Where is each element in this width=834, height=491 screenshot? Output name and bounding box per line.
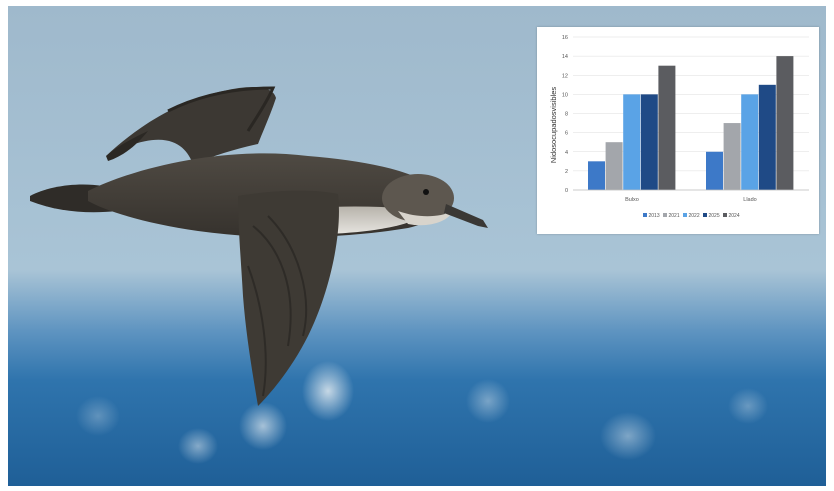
shearwater-bird [30,86,488,406]
x-category-label: Llado [743,197,756,203]
legend-swatch-2024 [723,213,727,217]
y-tick-label: 12 [562,73,568,79]
bars-layer [588,56,794,190]
sea-bokeh [76,361,768,464]
y-axis-label: Nidosocupadosvisibles [549,87,558,164]
y-tick-label: 8 [565,112,568,118]
bar-bulxo-2024 [658,65,676,190]
legend-label-2021: 2021 [669,213,680,219]
legend-swatch-2022 [683,213,687,217]
y-tick-label: 10 [562,92,568,98]
legend-label-2025: 2025 [709,213,720,219]
bar-llado-2022 [741,94,759,190]
bar-bulxo-2022 [623,94,641,190]
bar-llado-2013 [706,151,723,190]
bar-bulxo-2013 [588,161,605,190]
axis-layer: 0 2 4 6 8 10 12 14 16 Bulxo Llado [562,35,809,203]
legend-label-2024: 2024 [729,213,740,219]
legend-swatch-2013 [643,213,647,217]
bar-bulxo-2021 [605,142,623,190]
y-tick-label: 0 [565,188,568,194]
y-tick-label: 14 [562,54,568,60]
legend-swatch-2021 [663,213,667,217]
y-tick-label: 6 [565,131,568,137]
chart-card: 0 2 4 6 8 10 12 14 16 Bulxo Llado Nidosocupadosvis… [537,27,819,234]
bar-llado-2025 [758,84,776,190]
legend-label-2013: 2013 [649,213,660,219]
bar-llado-2021 [723,123,741,190]
grouped-bar-chart: 0 2 4 6 8 10 12 14 16 Bulxo Llado Nidosocupadosvis… [549,35,809,219]
legend: 2013 2021 2022 2025 2024 [643,213,740,219]
x-category-label: Bulxo [625,197,639,203]
legend-label-2022: 2022 [689,213,700,219]
y-tick-label: 16 [562,35,568,41]
y-tick-label: 2 [565,169,568,175]
legend-swatch-2025 [703,213,707,217]
y-tick-label: 4 [565,150,568,156]
bar-bulxo-2025 [640,94,658,190]
bar-llado-2024 [776,56,794,190]
